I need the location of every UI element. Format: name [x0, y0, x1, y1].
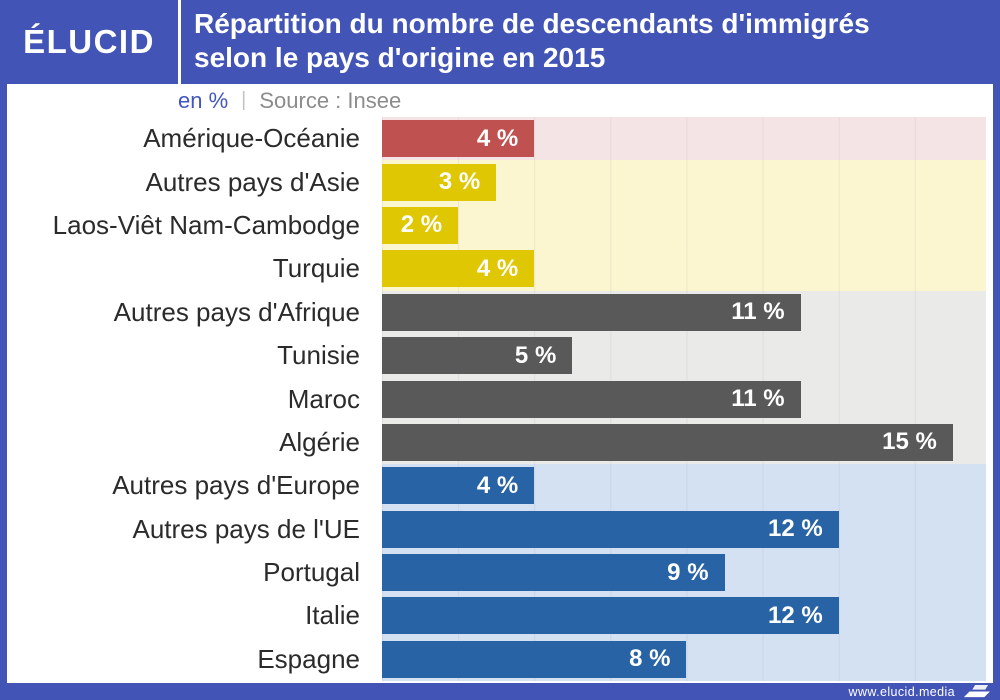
- value-bar: 4 %: [382, 120, 535, 158]
- page-title-line1: Répartition du nombre de descendants d'i…: [194, 8, 870, 39]
- value-bar: 5 %: [382, 337, 573, 375]
- category-label: Autres pays d'Asie: [145, 166, 360, 197]
- value-bar: 3 %: [382, 163, 497, 201]
- category-label: Autres pays de l'UE: [132, 513, 360, 544]
- chart-row: Autres pays d'Asie 3 %: [7, 160, 993, 204]
- header-divider: [178, 0, 181, 84]
- value-bar: 12 %: [382, 597, 839, 635]
- plot-band: 2 %: [382, 203, 986, 248]
- unit-label: en %: [178, 87, 229, 113]
- category-label: Portugal: [263, 557, 360, 588]
- elucid-logo: ÉLUCID: [23, 23, 155, 60]
- source-label: Source : Insee: [259, 87, 402, 113]
- page-title-line2: selon le pays d'origine en 2015: [194, 42, 606, 73]
- chart-row: Maroc 11 %: [7, 377, 993, 421]
- category-label: Italie: [305, 600, 360, 631]
- subtitle-row: en % | Source : Insee: [7, 84, 993, 117]
- chart-panel: en % | Source : Insee Amérique-Océanie 4…: [7, 84, 993, 683]
- plot-band: 11 %: [382, 290, 986, 334]
- chart-row: Autres pays d'Europe 4 %: [7, 464, 993, 508]
- elucid-flag-icon: [963, 685, 990, 698]
- value-bar: 8 %: [382, 640, 687, 678]
- value-bar: 11 %: [382, 380, 801, 418]
- chart-row: Autres pays de l'UE 12 %: [7, 507, 993, 551]
- chart-row: Autres pays d'Afrique 11 %: [7, 290, 993, 334]
- plot-band: 4 %: [382, 247, 986, 291]
- value-bar: 15 %: [382, 423, 953, 461]
- plot-band: 8 %: [382, 637, 986, 682]
- value-bar: 9 %: [382, 554, 725, 592]
- title-area: Répartition du nombre de descendants d'i…: [181, 0, 1000, 84]
- chart-rows: Amérique-Océanie 4 % Autres pays d'Asie …: [7, 117, 993, 682]
- plot-band: 11 %: [382, 377, 986, 421]
- chart-row: Turquie 4 %: [7, 247, 993, 291]
- value-bar: 11 %: [382, 293, 801, 331]
- subtitle-separator: |: [241, 89, 247, 111]
- value-bar: 4 %: [382, 250, 535, 288]
- value-bar: 4 %: [382, 467, 535, 505]
- plot-band: 9 %: [382, 550, 986, 595]
- plot-band: 12 %: [382, 507, 986, 551]
- category-label: Autres pays d'Afrique: [113, 296, 360, 327]
- chart-row: Laos-Viêt Nam-Cambodge 2 %: [7, 203, 993, 248]
- chart-row: Portugal 9 %: [7, 550, 993, 595]
- category-label: Laos-Viêt Nam-Cambodge: [52, 209, 360, 240]
- chart-row: Tunisie 5 %: [7, 333, 993, 378]
- category-label: Turquie: [272, 253, 360, 284]
- category-label: Tunisie: [277, 340, 360, 371]
- plot-band: 15 %: [382, 420, 986, 465]
- plot-band: 4 %: [382, 464, 986, 508]
- plot-band: 3 %: [382, 160, 986, 204]
- category-label: Algérie: [279, 426, 360, 457]
- value-bar: 12 %: [382, 510, 839, 548]
- website-label: www.elucid.media: [848, 684, 955, 699]
- header: ÉLUCID Répartition du nombre de descenda…: [0, 0, 1000, 84]
- category-label: Autres pays d'Europe: [112, 470, 360, 501]
- value-bar: 2 %: [382, 206, 459, 244]
- chart-row: Algérie 15 %: [7, 420, 993, 465]
- plot-band: 12 %: [382, 594, 986, 638]
- logo-area: ÉLUCID: [0, 0, 178, 84]
- footer: www.elucid.media: [0, 683, 1000, 700]
- chart-row: Italie 12 %: [7, 594, 993, 638]
- plot-band: 5 %: [382, 333, 986, 378]
- chart-row: Amérique-Océanie 4 %: [7, 117, 993, 161]
- plot-band: 4 %: [382, 117, 986, 161]
- category-label: Espagne: [257, 643, 360, 674]
- category-label: Amérique-Océanie: [143, 123, 360, 154]
- chart-row: Espagne 8 %: [7, 637, 993, 682]
- category-label: Maroc: [287, 383, 360, 414]
